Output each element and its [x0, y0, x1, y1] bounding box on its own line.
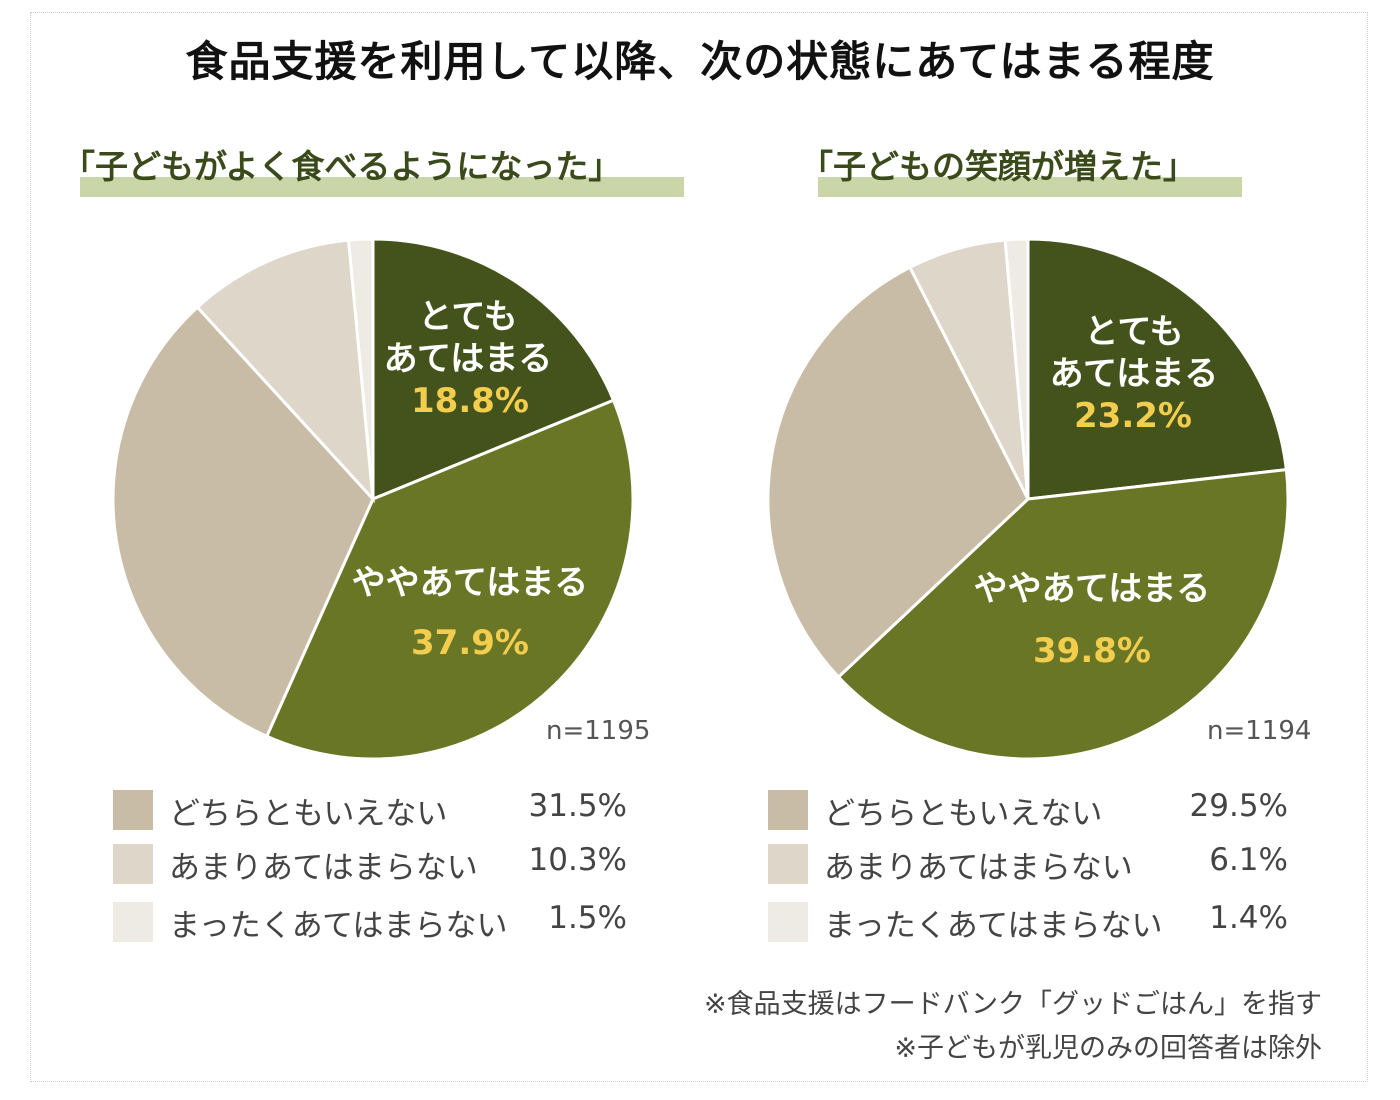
legend-item-not-much: あまりあてはまらない 10.3%: [113, 840, 633, 894]
legend-swatch-neutral: [768, 790, 808, 830]
legend-swatch-not-at-all: [113, 902, 153, 942]
chart-frame: [30, 12, 1368, 1082]
left-pct-very: 18.8%: [411, 381, 529, 421]
legend-label: どちらともいえない: [824, 796, 1103, 832]
legend-value: 31.5%: [528, 788, 627, 824]
left-label-very-line2: あてはまる: [384, 339, 553, 379]
left-slice-not-much: [195, 238, 375, 504]
legend-item-neutral: どちらともいえない 31.5%: [113, 786, 633, 840]
left-legend: どちらともいえない 31.5% あまりあてはまらない 10.3% まったくあては…: [113, 786, 633, 952]
left-slice-very: [371, 237, 616, 502]
right-label-somewhat: ややあてはまる: [974, 569, 1211, 609]
footnote-exclusion: ※子どもが乳児のみの回答者は除外: [894, 1033, 1322, 1064]
legend-label: あまりあてはまらない: [169, 850, 478, 886]
left-sample-size: n=1195: [546, 716, 651, 746]
legend-item-not-at-all: まったくあてはまらない 1.4%: [768, 898, 1288, 952]
left-pct-somewhat: 37.9%: [411, 623, 529, 663]
right-slice-somewhat: [836, 468, 1290, 761]
left-slice-not-at-all: [346, 237, 375, 500]
right-chart-title: 「子どもの笑顔が増えた」: [800, 147, 1196, 186]
right-label-very-line1: とても: [1084, 312, 1183, 352]
right-slice-very: [1026, 237, 1289, 501]
legend-swatch-not-much: [113, 844, 153, 884]
main-title: 食品支援を利用して以降、次の状態にあてはまる程度: [185, 37, 1215, 86]
legend-label: まったくあてはまらない: [169, 908, 508, 944]
legend-swatch-neutral: [113, 790, 153, 830]
legend-value: 29.5%: [1189, 788, 1288, 824]
left-slice-somewhat: [264, 398, 635, 761]
left-label-somewhat: ややあてはまる: [352, 563, 589, 603]
right-slice-not-at-all: [1003, 237, 1030, 500]
legend-label: まったくあてはまらない: [824, 908, 1163, 944]
legend-item-not-much: あまりあてはまらない 6.1%: [768, 840, 1288, 894]
legend-swatch-not-much: [768, 844, 808, 884]
legend-item-neutral: どちらともいえない 29.5%: [768, 786, 1288, 840]
right-legend: どちらともいえない 29.5% あまりあてはまらない 6.1% まったくあてはま…: [768, 786, 1288, 952]
legend-value: 10.3%: [528, 842, 627, 878]
legend-value: 1.5%: [548, 900, 627, 936]
left-chart-title: 「子どもがよく食べるようになった」: [62, 147, 622, 186]
left-slice-neutral: [111, 305, 375, 739]
right-slice-neutral: [766, 265, 1030, 680]
legend-label: どちらともいえない: [169, 796, 448, 832]
legend-label: あまりあてはまらない: [824, 850, 1133, 886]
right-pct-somewhat: 39.8%: [1033, 631, 1151, 671]
left-title-highlight: [80, 177, 684, 197]
left-label-very-line1: とても: [418, 297, 517, 337]
right-label-very-line2: あてはまる: [1050, 354, 1219, 394]
legend-item-not-at-all: まったくあてはまらない 1.5%: [113, 898, 633, 952]
right-pct-very: 23.2%: [1074, 396, 1192, 436]
right-title-highlight: [818, 177, 1242, 197]
legend-value: 6.1%: [1209, 842, 1288, 878]
legend-value: 1.4%: [1209, 900, 1288, 936]
footnote-food-support: ※食品支援はフードバンク「グッドごはん」を指す: [704, 989, 1322, 1020]
legend-swatch-not-at-all: [768, 902, 808, 942]
right-sample-size: n=1194: [1207, 716, 1312, 746]
